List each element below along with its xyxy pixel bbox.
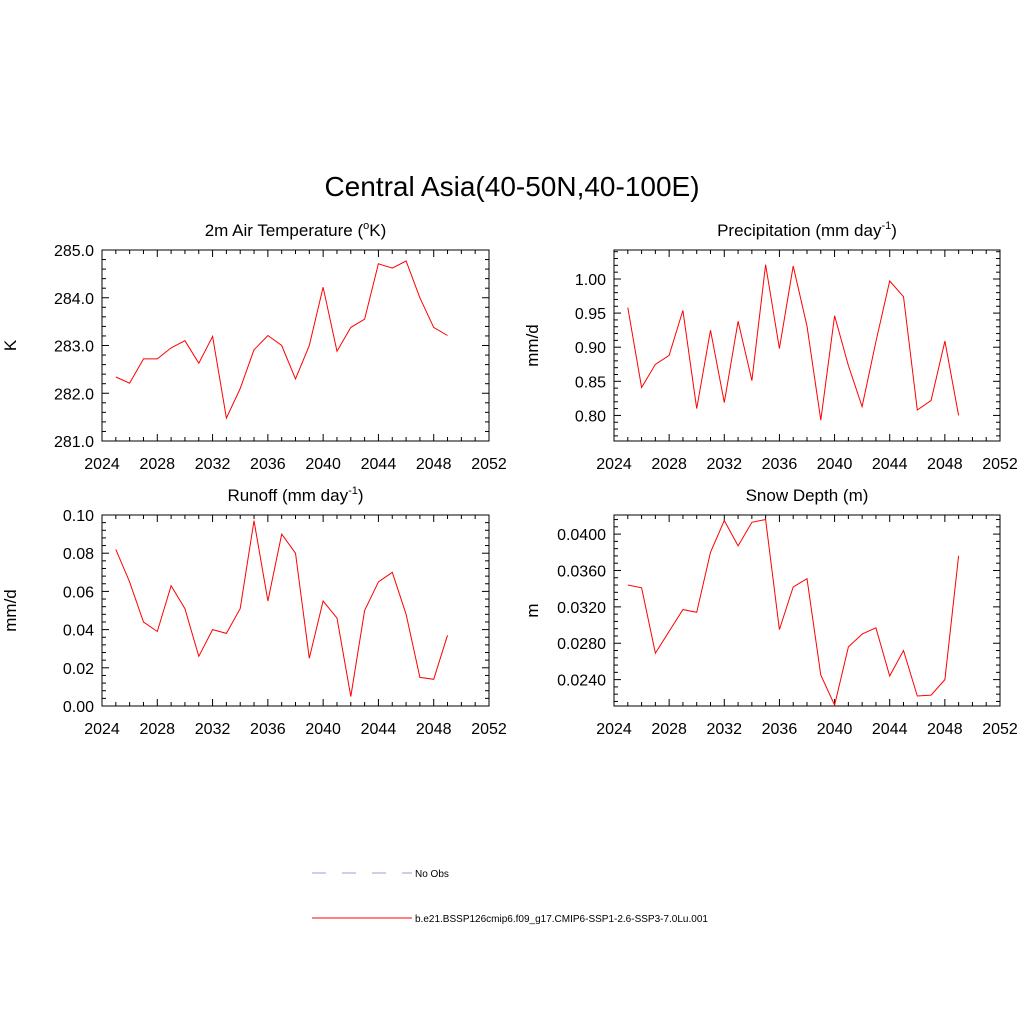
y-tick-label: 284.0 [54, 291, 94, 308]
y-tick-label: 283.0 [54, 339, 94, 356]
y-tick-label: 0.0280 [557, 636, 606, 653]
chart-temperature: 2024 2028 2032 2036 2040 2044 2048 2052 281.0 282… [1, 220, 507, 473]
chart-snow-depth: 2024 2028 2032 2036 2040 2044 2048 2052 0.0240 0.… [523, 486, 1018, 738]
x-tick-label: 2024 [84, 721, 120, 738]
x-tick-label: 2044 [872, 721, 908, 738]
legend-no-obs-label: No Obs [415, 869, 449, 880]
x-tick-label: 2048 [416, 456, 452, 473]
x-tick-label: 2028 [139, 721, 175, 738]
legend: No Obs b.e21.BSSP126cmip6.f09_g17.CMIP6-… [312, 869, 708, 925]
x-tick-label: 2052 [471, 721, 507, 738]
y-tick-label: 0.85 [575, 374, 606, 391]
x-tick-label: 2032 [195, 721, 231, 738]
x-tick-label: 2052 [982, 456, 1018, 473]
y-tick-label: 1.00 [575, 272, 606, 289]
x-tick-label: 2036 [762, 456, 798, 473]
chart-title: 2m Air Temperature (oK) [205, 220, 387, 240]
chart-title-main: Runoff (mm day [227, 486, 348, 505]
chart-title-end: ) [358, 486, 364, 505]
chart-title-main: 2m Air Temperature ( [205, 221, 364, 240]
y-tick-label: 0.10 [63, 508, 94, 525]
y-tick-label: 0.0360 [557, 563, 606, 580]
x-tick-label: 2036 [762, 721, 798, 738]
series-line [627, 264, 960, 421]
charts-container: 2024 2028 2032 2036 2040 2044 2048 2052 281.0 282… [1, 220, 1018, 738]
legend-model-label: b.e21.BSSP126cmip6.f09_g17.CMIP6-SSP1-2.… [415, 914, 708, 925]
x-tick-label: 2028 [139, 456, 175, 473]
y-axis-label: m [523, 603, 542, 617]
y-tick-label: 285.0 [54, 243, 94, 260]
y-tick-label: 0.04 [63, 623, 94, 640]
y-axis-label: mm/d [1, 589, 20, 632]
x-tick-label: 2036 [250, 721, 286, 738]
chart-precipitation: 2024 2028 2032 2036 2040 2044 2048 2052 0.80 0.85… [523, 220, 1018, 473]
chart-title-superscript: -1 [348, 485, 358, 497]
chart-title-main: Precipitation (mm day [717, 221, 882, 240]
y-tick-label: 0.00 [63, 699, 94, 716]
chart-title-superscript: o [363, 220, 369, 232]
chart-title: Precipitation (mm day-1) [717, 220, 897, 240]
y-axis-label: K [1, 339, 20, 351]
series-line [627, 518, 960, 707]
series-line [115, 260, 448, 420]
y-tick-label: 0.0240 [557, 673, 606, 690]
y-tick-label: 0.08 [63, 546, 94, 563]
y-tick-label: 282.0 [54, 386, 94, 403]
figure-title: Central Asia(40-50N,40-100E) [324, 171, 699, 202]
x-tick-label: 2040 [817, 456, 853, 473]
y-tick-label: 0.0320 [557, 600, 606, 617]
chart-title-end: K) [369, 221, 386, 240]
x-tick-label: 2032 [195, 456, 231, 473]
chart-title-superscript: -1 [881, 220, 891, 232]
y-tick-label: 0.02 [63, 661, 94, 678]
x-tick-label: 2032 [706, 721, 742, 738]
y-tick-label: 0.95 [575, 306, 606, 323]
x-tick-label: 2044 [872, 456, 908, 473]
x-tick-label: 2044 [361, 456, 397, 473]
x-tick-label: 2028 [651, 456, 687, 473]
x-tick-label: 2052 [982, 721, 1018, 738]
series-line [115, 520, 448, 697]
y-tick-label: 0.0400 [557, 527, 606, 544]
x-tick-label: 2040 [817, 721, 853, 738]
x-tick-label: 2028 [651, 721, 687, 738]
x-tick-label: 2048 [927, 721, 963, 738]
y-axis-label: mm/d [523, 324, 542, 367]
x-tick-label: 2024 [84, 456, 120, 473]
x-tick-label: 2044 [361, 721, 397, 738]
chart-title-end: ) [891, 221, 897, 240]
chart-runoff: 2024 2028 2032 2036 2040 2044 2048 2052 0.00 0.02… [1, 485, 507, 738]
plot-frame [101, 514, 490, 707]
x-tick-label: 2052 [471, 456, 507, 473]
chart-title-main: Snow Depth (m) [746, 486, 869, 505]
chart-title: Runoff (mm day-1) [227, 485, 363, 505]
y-tick-label: 0.90 [575, 340, 606, 357]
plot-frame [613, 514, 1001, 707]
y-tick-label: 0.06 [63, 584, 94, 601]
x-tick-label: 2032 [706, 456, 742, 473]
x-tick-label: 2048 [927, 456, 963, 473]
x-tick-label: 2036 [250, 456, 286, 473]
x-tick-label: 2024 [596, 456, 632, 473]
plot-frame [101, 249, 490, 442]
x-tick-label: 2024 [596, 721, 632, 738]
y-tick-label: 0.80 [575, 408, 606, 425]
chart-title: Snow Depth (m) [746, 486, 869, 505]
y-tick-label: 281.0 [54, 434, 94, 451]
x-tick-label: 2040 [305, 456, 341, 473]
x-tick-label: 2040 [305, 721, 341, 738]
x-tick-label: 2048 [416, 721, 452, 738]
